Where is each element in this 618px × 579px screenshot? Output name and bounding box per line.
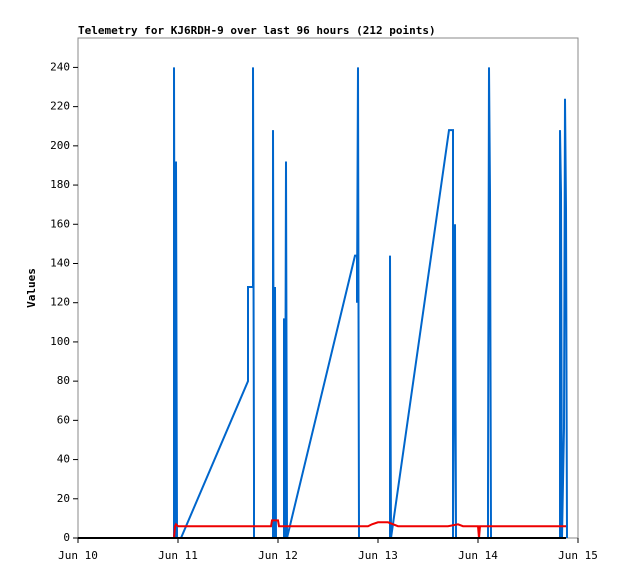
y-tick-label: 0	[63, 531, 70, 544]
y-tick-label: 60	[57, 413, 70, 426]
y-axis-label: Values	[25, 268, 38, 308]
y-tick-label: 20	[57, 492, 70, 505]
x-tick-label: Jun 14	[458, 549, 498, 562]
y-tick-label: 200	[50, 139, 70, 152]
x-tick-label: Jun 13	[358, 549, 398, 562]
y-tick-label: 140	[50, 256, 70, 269]
x-tick-label: Jun 15	[558, 549, 598, 562]
y-tick-label: 120	[50, 296, 70, 309]
y-tick-label: 180	[50, 178, 70, 191]
y-tick-label: 220	[50, 100, 70, 113]
y-tick-label: 160	[50, 217, 70, 230]
y-tick-label: 100	[50, 335, 70, 348]
y-tick-label: 240	[50, 60, 70, 73]
plot-frame	[77, 37, 579, 539]
x-tick-label: Jun 12	[258, 549, 298, 562]
y-tick-label: 40	[57, 453, 70, 466]
series-line	[173, 519, 566, 539]
y-tick-label: 80	[57, 374, 70, 387]
x-tick-label: Jun 10	[58, 549, 98, 562]
x-tick-label: Jun 11	[158, 549, 198, 562]
chart-title: Telemetry for KJ6RDH-9 over last 96 hour…	[78, 24, 436, 37]
